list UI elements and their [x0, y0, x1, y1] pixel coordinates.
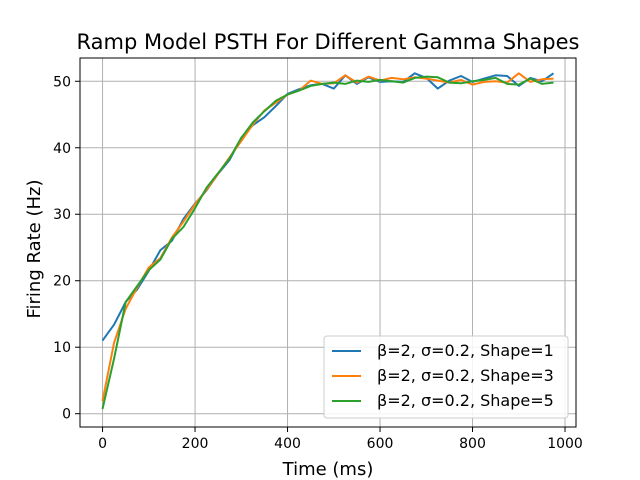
x-tick-label: 800 [459, 436, 486, 452]
x-tick-label: 1000 [547, 436, 583, 452]
legend: β=2, σ=0.2, Shape=1 β=2, σ=0.2, Shape=3 β=… [323, 335, 569, 419]
grid [80, 58, 576, 427]
y-tick-label: 10 [53, 340, 71, 356]
x-tick-label: 600 [367, 436, 394, 452]
x-tick-label: 0 [98, 436, 107, 452]
series-line-3 [101, 75, 554, 410]
chart-title: Ramp Model PSTH For Different Gamma Shap… [77, 30, 580, 54]
y-tick-label: 0 [62, 407, 71, 423]
x-tick-label: 200 [182, 436, 209, 452]
x-axis-label: Time (ms) [282, 459, 374, 480]
y-tick-label: 50 [53, 74, 71, 90]
y-tick-label: 30 [53, 207, 71, 223]
y-tick-label: 20 [53, 274, 71, 290]
legend-label: β=2, σ=0.2, Shape=5 [377, 391, 554, 410]
legend-box [323, 335, 569, 419]
y-tick-label: 40 [53, 141, 71, 157]
x-tick-label: 400 [274, 436, 301, 452]
y-axis-ticks: 0 10 20 30 40 50 [53, 74, 80, 423]
series-lines [101, 72, 555, 410]
plot-frame [79, 57, 577, 428]
legend-label: β=2, σ=0.2, Shape=3 [377, 366, 554, 385]
legend-label: β=2, σ=0.2, Shape=1 [377, 341, 554, 360]
y-axis-label: Firing Rate (Hz) [24, 179, 45, 318]
x-axis-ticks: 0 200 400 600 800 1000 [98, 427, 583, 452]
